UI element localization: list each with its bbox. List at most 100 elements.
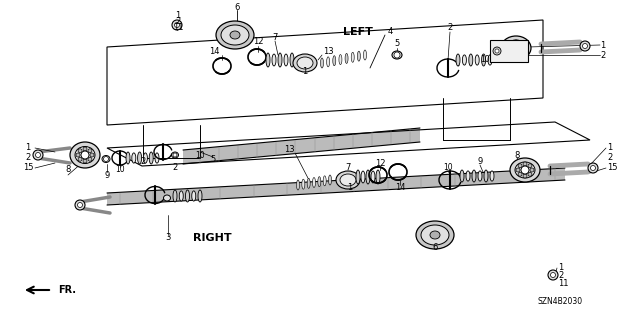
Text: 9: 9 [104, 170, 109, 180]
Ellipse shape [179, 191, 183, 201]
Text: 8: 8 [65, 166, 70, 174]
Text: 2: 2 [558, 271, 563, 280]
Ellipse shape [481, 54, 486, 66]
Ellipse shape [336, 171, 360, 189]
Circle shape [518, 172, 522, 176]
Circle shape [582, 43, 588, 48]
Ellipse shape [102, 155, 110, 162]
Circle shape [516, 168, 520, 172]
Ellipse shape [155, 153, 159, 163]
Ellipse shape [143, 153, 147, 163]
Circle shape [507, 46, 511, 50]
Circle shape [591, 166, 595, 170]
Text: 2: 2 [26, 153, 31, 162]
Circle shape [81, 151, 89, 159]
Text: LEFT: LEFT [343, 27, 373, 37]
Ellipse shape [376, 170, 380, 184]
Ellipse shape [216, 21, 254, 49]
Text: 5: 5 [394, 40, 399, 48]
Text: 1: 1 [26, 144, 31, 152]
Text: 12: 12 [375, 159, 385, 167]
Ellipse shape [333, 56, 336, 66]
Text: 14: 14 [209, 48, 220, 56]
Polygon shape [183, 128, 420, 164]
Text: 1: 1 [302, 68, 308, 77]
Ellipse shape [462, 55, 467, 65]
Circle shape [33, 150, 43, 160]
Ellipse shape [475, 55, 479, 65]
Circle shape [76, 153, 80, 157]
Circle shape [580, 41, 590, 51]
Ellipse shape [478, 171, 482, 181]
Circle shape [588, 163, 598, 173]
Circle shape [75, 200, 85, 210]
Ellipse shape [198, 190, 202, 202]
Text: 1: 1 [600, 41, 605, 49]
Ellipse shape [296, 180, 300, 190]
Circle shape [519, 50, 523, 54]
Text: 2: 2 [140, 158, 146, 167]
Circle shape [518, 164, 522, 168]
Ellipse shape [302, 179, 305, 189]
Ellipse shape [490, 171, 494, 181]
Text: 8: 8 [515, 151, 520, 160]
Ellipse shape [321, 58, 323, 68]
Text: 10: 10 [115, 166, 125, 174]
Ellipse shape [221, 25, 249, 45]
Ellipse shape [75, 146, 95, 164]
Ellipse shape [312, 177, 316, 188]
Ellipse shape [392, 51, 402, 59]
Text: 1: 1 [607, 144, 612, 152]
Ellipse shape [297, 57, 313, 69]
Ellipse shape [456, 54, 460, 66]
Text: 9: 9 [477, 158, 483, 167]
Circle shape [528, 172, 532, 176]
Text: SZN4B2030: SZN4B2030 [537, 298, 582, 307]
Circle shape [514, 40, 518, 44]
Circle shape [512, 44, 520, 52]
Text: 10: 10 [195, 151, 205, 160]
Polygon shape [107, 168, 565, 205]
Ellipse shape [460, 170, 464, 182]
Circle shape [394, 52, 400, 58]
Circle shape [521, 46, 525, 50]
Circle shape [78, 157, 82, 161]
Text: 15: 15 [607, 164, 618, 173]
Ellipse shape [138, 152, 141, 164]
Ellipse shape [361, 171, 365, 183]
Circle shape [90, 153, 94, 157]
Ellipse shape [488, 55, 492, 65]
Text: 4: 4 [388, 27, 393, 36]
Ellipse shape [192, 191, 196, 201]
Circle shape [523, 162, 527, 166]
Circle shape [493, 47, 501, 55]
Ellipse shape [430, 231, 440, 239]
Ellipse shape [70, 142, 100, 168]
Circle shape [523, 174, 527, 178]
Text: 2: 2 [172, 164, 178, 173]
Ellipse shape [506, 40, 526, 56]
Text: 2: 2 [600, 50, 605, 60]
Text: 6: 6 [234, 3, 240, 11]
Ellipse shape [468, 54, 473, 66]
Text: RIGHT: RIGHT [193, 233, 232, 243]
Ellipse shape [371, 171, 375, 183]
Ellipse shape [186, 190, 189, 202]
Ellipse shape [126, 152, 130, 164]
Bar [490, 40, 528, 62]
Text: 3: 3 [165, 234, 171, 242]
Ellipse shape [515, 162, 535, 178]
Text: 1: 1 [348, 183, 353, 192]
Circle shape [519, 42, 523, 46]
Circle shape [175, 23, 179, 27]
Ellipse shape [510, 158, 540, 182]
Text: 10: 10 [480, 56, 490, 64]
Ellipse shape [284, 54, 288, 66]
Text: 12: 12 [253, 38, 263, 47]
Text: 2: 2 [447, 24, 452, 33]
Ellipse shape [293, 54, 317, 72]
Text: 1: 1 [558, 263, 563, 272]
Circle shape [514, 52, 518, 56]
Text: 13: 13 [323, 48, 333, 56]
Ellipse shape [163, 195, 170, 201]
